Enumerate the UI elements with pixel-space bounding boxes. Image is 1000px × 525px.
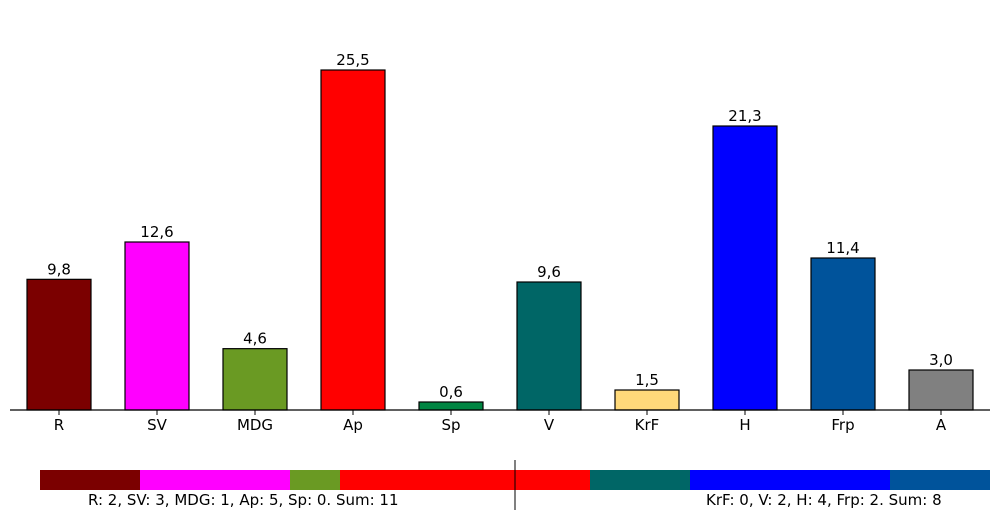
seat-summary-left: R: 2, SV: 3, MDG: 1, Ap: 5, Sp: 0. Sum: … — [88, 491, 399, 509]
seat-segment-h — [690, 470, 890, 490]
x-tick-label-sv: SV — [147, 416, 168, 434]
value-label-v: 9,6 — [537, 263, 561, 281]
seat-summary-right: KrF: 0, V: 2, H: 4, Frp: 2. Sum: 8 — [706, 491, 942, 509]
value-label-mdg: 4,6 — [243, 330, 267, 348]
bar-group — [26, 69, 974, 411]
value-label-r: 9,8 — [47, 260, 71, 278]
x-tick-label-r: R — [54, 416, 64, 434]
value-label-sv: 12,6 — [140, 223, 173, 241]
bar-a — [908, 369, 974, 411]
seat-segment-sv — [140, 470, 290, 490]
value-label-frp: 11,4 — [826, 239, 859, 257]
value-label-a: 3,0 — [929, 351, 953, 369]
seat-segment-ap — [340, 470, 590, 490]
x-tick-label-ap: Ap — [343, 416, 363, 434]
value-label-sp: 0,6 — [439, 383, 463, 401]
seat-segment-frp — [890, 470, 990, 490]
bar-ap — [320, 69, 386, 411]
value-label-group: 9,8 12,6 4,6 25,5 0,6 9,6 1,5 21,3 11,4 3,0 — [47, 51, 953, 401]
x-tick-label-mdg: MDG — [237, 416, 273, 434]
bar-h — [712, 125, 778, 411]
bar-sp — [418, 401, 484, 411]
x-tick-label-a: A — [936, 416, 947, 434]
x-tick-group: R SV MDG Ap Sp V KrF H Frp A — [54, 410, 947, 434]
seat-segment-mdg — [290, 470, 340, 490]
bar-r — [26, 278, 92, 411]
value-label-h: 21,3 — [728, 107, 761, 125]
x-tick-label-krf: KrF — [635, 416, 660, 434]
x-tick-label-h: H — [739, 416, 750, 434]
x-tick-label-sp: Sp — [441, 416, 460, 434]
seat-distribution-bar — [40, 470, 990, 490]
bar-sv — [124, 241, 190, 411]
value-label-ap: 25,5 — [336, 51, 369, 69]
value-label-krf: 1,5 — [635, 371, 659, 389]
seat-segment-v — [590, 470, 690, 490]
x-tick-label-v: V — [544, 416, 555, 434]
bar-frp — [810, 257, 876, 411]
x-tick-label-frp: Frp — [831, 416, 854, 434]
bar-v — [516, 281, 582, 411]
bar-mdg — [222, 348, 288, 411]
bar-krf — [614, 389, 680, 411]
seat-segment-r — [40, 470, 140, 490]
